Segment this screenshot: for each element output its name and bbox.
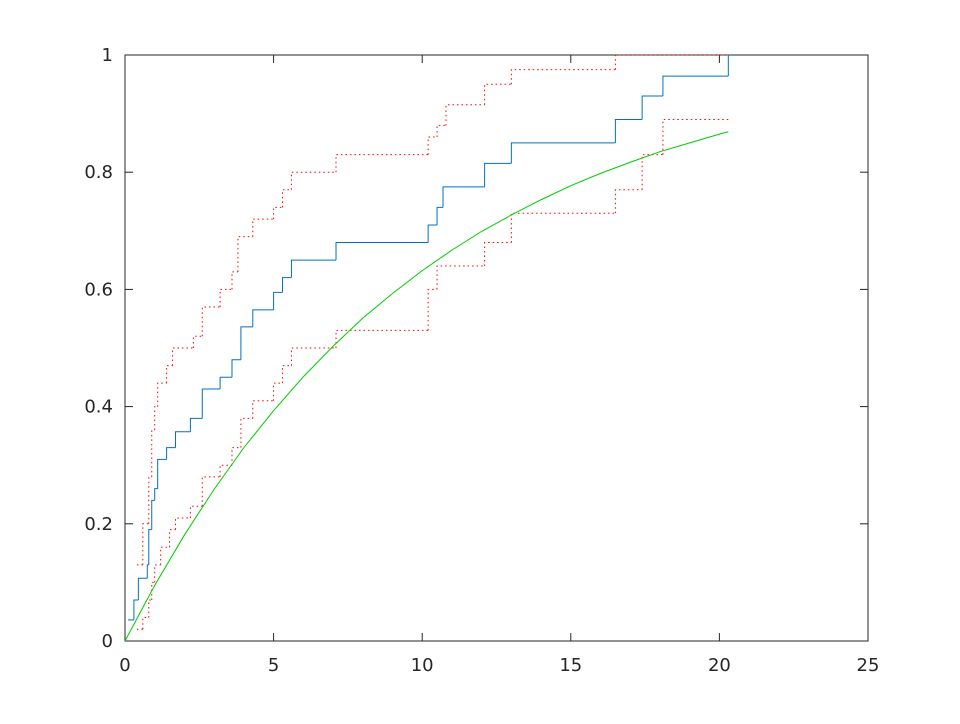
- step-segment: [133, 599, 139, 620]
- step-segment: [290, 259, 337, 278]
- step-segment: [510, 212, 616, 243]
- step-segment: [160, 546, 170, 565]
- step-segment: [172, 347, 194, 366]
- step-segment: [335, 242, 429, 261]
- step-segment: [154, 406, 158, 431]
- step-segment: [445, 104, 485, 126]
- step-segment: [231, 359, 241, 378]
- x-tick-label: 0: [119, 655, 130, 676]
- step-segment: [290, 171, 337, 190]
- step-segment: [282, 277, 292, 293]
- step-segment: [614, 54, 729, 70]
- step-segment: [282, 189, 292, 208]
- step-segment: [219, 288, 232, 307]
- step-segment: [252, 400, 274, 419]
- step-segment: [442, 186, 485, 208]
- x-tick-label: 20: [708, 655, 731, 676]
- step-segment: [240, 326, 253, 360]
- step-segment: [510, 69, 616, 85]
- step-segment: [484, 242, 512, 266]
- step-segment: [427, 136, 438, 155]
- step-segment: [282, 365, 292, 384]
- step-segment: [201, 306, 221, 337]
- step-segment: [290, 347, 337, 366]
- y-tick-label: 1: [102, 45, 113, 66]
- step-segment: [510, 142, 616, 164]
- step-segment: [436, 265, 485, 290]
- step-segment: [166, 447, 176, 460]
- step-segment: [662, 75, 729, 97]
- y-tick-label: 0.6: [84, 279, 113, 300]
- step-segment: [157, 382, 167, 407]
- y-tick-label: 0.4: [84, 397, 113, 418]
- step-segment: [148, 529, 152, 565]
- step-segment: [641, 95, 663, 120]
- step-segment: [169, 529, 176, 548]
- fit-line: [124, 131, 729, 642]
- step-segment: [151, 499, 155, 530]
- x-tick-label: 5: [268, 655, 279, 676]
- step-segment: [273, 291, 283, 310]
- step-segment: [231, 271, 238, 290]
- step-segment: [484, 162, 512, 187]
- step-segment: [151, 581, 155, 600]
- y-tick-label: 0.8: [84, 162, 113, 183]
- step-segment: [273, 382, 283, 401]
- step-segment: [166, 365, 173, 384]
- step-segment: [189, 417, 203, 432]
- y-tick-label: 0: [102, 631, 113, 652]
- step-segment: [614, 118, 643, 143]
- step-segment: [427, 288, 438, 331]
- step-segment: [436, 206, 444, 225]
- step-segment: [427, 224, 438, 243]
- x-tick-label: 15: [559, 655, 582, 676]
- step-segment: [335, 329, 429, 348]
- step-segment: [201, 388, 221, 419]
- x-tick-label: 25: [857, 655, 880, 676]
- step-segment: [231, 447, 241, 466]
- step-segment: [335, 154, 429, 173]
- step-segment: [154, 564, 161, 583]
- step-segment: [219, 376, 232, 390]
- step-segment: [252, 309, 274, 327]
- step-segment: [240, 417, 253, 448]
- step-segment: [237, 236, 253, 272]
- step-segment: [157, 458, 167, 489]
- step-segment: [252, 218, 274, 237]
- step-segment: [142, 523, 149, 565]
- step-segment: [148, 599, 152, 618]
- step-segment: [201, 476, 221, 507]
- x-tick-label: 10: [411, 655, 434, 676]
- y-tick-label: 0.2: [84, 514, 113, 535]
- step-segment: [154, 488, 158, 501]
- step-segment: [175, 431, 191, 448]
- step-segment: [137, 577, 148, 600]
- plot-frame: [124, 54, 869, 642]
- step-segment: [614, 189, 643, 214]
